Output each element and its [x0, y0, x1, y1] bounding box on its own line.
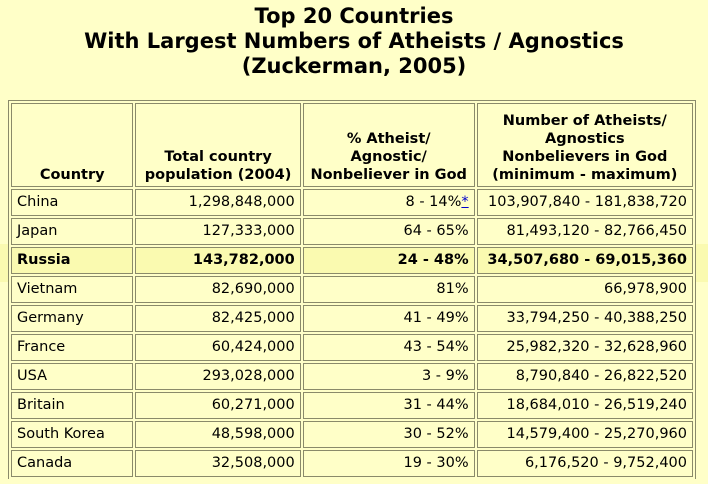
table-row: South Korea 48,598,000 30 - 52% 14,579,4… [11, 421, 693, 448]
cell-country: France [11, 334, 134, 361]
cell-number: 34,507,680 - 69,015,360 [476, 247, 693, 274]
cell-number: 6,176,520 - 9,752,400 [476, 450, 693, 477]
table-row: Germany 82,425,000 41 - 49% 33,794,250 -… [11, 305, 693, 332]
cell-percent: 8 - 14%* [302, 189, 475, 216]
cell-percent: 30 - 52% [302, 421, 475, 448]
table-row: China 1,298,848,000 8 - 14%* 103,907,840… [11, 189, 693, 216]
cell-percent: 81% [302, 276, 475, 303]
countries-table: Country Total country population (2004) … [9, 101, 695, 479]
cell-percent: 64 - 65% [302, 218, 475, 245]
table-row: France 60,424,000 43 - 54% 25,982,320 - … [11, 334, 693, 361]
header-population-line: Total country [164, 149, 272, 165]
cell-population: 127,333,000 [135, 218, 301, 245]
cell-population: 293,028,000 [135, 363, 301, 390]
header-percent-line: % Atheist/ [346, 131, 431, 147]
cell-percent: 3 - 9% [302, 363, 475, 390]
title-line-3: (Zuckerman, 2005) [241, 54, 467, 78]
cell-population: 82,425,000 [135, 305, 301, 332]
header-number: Number of Atheists/ Agnostics Nonbelieve… [476, 103, 693, 187]
header-number-line: Agnostics [544, 131, 625, 147]
cell-number: 18,684,010 - 26,519,240 [476, 392, 693, 419]
header-percent: % Atheist/ Agnostic/ Nonbeliever in God [302, 103, 475, 187]
cell-population: 82,690,000 [135, 276, 301, 303]
cell-population: 60,424,000 [135, 334, 301, 361]
cell-percent: 24 - 48% [302, 247, 475, 274]
footnote-link[interactable]: * [461, 194, 469, 210]
cell-population: 32,508,000 [135, 450, 301, 477]
cell-country: Germany [11, 305, 134, 332]
cell-number: 81,493,120 - 82,766,450 [476, 218, 693, 245]
cell-number: 8,790,840 - 26,822,520 [476, 363, 693, 390]
cell-country: USA [11, 363, 134, 390]
table-header-row: Country Total country population (2004) … [11, 103, 693, 187]
table-row: Canada 32,508,000 19 - 30% 6,176,520 - 9… [11, 450, 693, 477]
cell-population: 1,298,848,000 [135, 189, 301, 216]
cell-country: Vietnam [11, 276, 134, 303]
table-row-highlighted: Russia 143,782,000 24 - 48% 34,507,680 -… [11, 247, 693, 274]
cell-percent: 41 - 49% [302, 305, 475, 332]
cell-number: 14,579,400 - 25,270,960 [476, 421, 693, 448]
percent-value: 8 - 14% [405, 194, 462, 210]
header-number-line: (minimum - maximum) [492, 167, 678, 183]
cell-country: South Korea [11, 421, 134, 448]
countries-table-container: Country Total country population (2004) … [8, 100, 696, 479]
header-number-line: Number of Atheists/ [502, 113, 667, 129]
cell-number: 33,794,250 - 40,388,250 [476, 305, 693, 332]
cell-population: 143,782,000 [135, 247, 301, 274]
cell-population: 48,598,000 [135, 421, 301, 448]
table-row: Britain 60,271,000 31 - 44% 18,684,010 -… [11, 392, 693, 419]
cell-country: Britain [11, 392, 134, 419]
cell-country: Japan [11, 218, 134, 245]
table-row: Vietnam 82,690,000 81% 66,978,900 [11, 276, 693, 303]
header-percent-line: Nonbeliever in God [310, 167, 467, 183]
cell-percent: 19 - 30% [302, 450, 475, 477]
cell-number: 66,978,900 [476, 276, 693, 303]
page-title: Top 20 Countries With Largest Numbers of… [0, 4, 708, 79]
cell-country: Russia [11, 247, 134, 274]
header-population-line: population (2004) [144, 167, 292, 183]
header-percent-line: Agnostic/ [350, 149, 427, 165]
cell-number: 25,982,320 - 32,628,960 [476, 334, 693, 361]
cell-country: Canada [11, 450, 134, 477]
cell-percent: 31 - 44% [302, 392, 475, 419]
table-row: Japan 127,333,000 64 - 65% 81,493,120 - … [11, 218, 693, 245]
header-number-line: Nonbelievers in God [502, 149, 668, 165]
header-population: Total country population (2004) [135, 103, 301, 187]
title-line-1: Top 20 Countries [254, 4, 454, 28]
cell-percent: 43 - 54% [302, 334, 475, 361]
cell-population: 60,271,000 [135, 392, 301, 419]
table-row: USA 293,028,000 3 - 9% 8,790,840 - 26,82… [11, 363, 693, 390]
cell-country: China [11, 189, 134, 216]
title-line-2: With Largest Numbers of Atheists / Agnos… [84, 29, 624, 53]
header-country: Country [11, 103, 134, 187]
cell-number: 103,907,840 - 181,838,720 [476, 189, 693, 216]
